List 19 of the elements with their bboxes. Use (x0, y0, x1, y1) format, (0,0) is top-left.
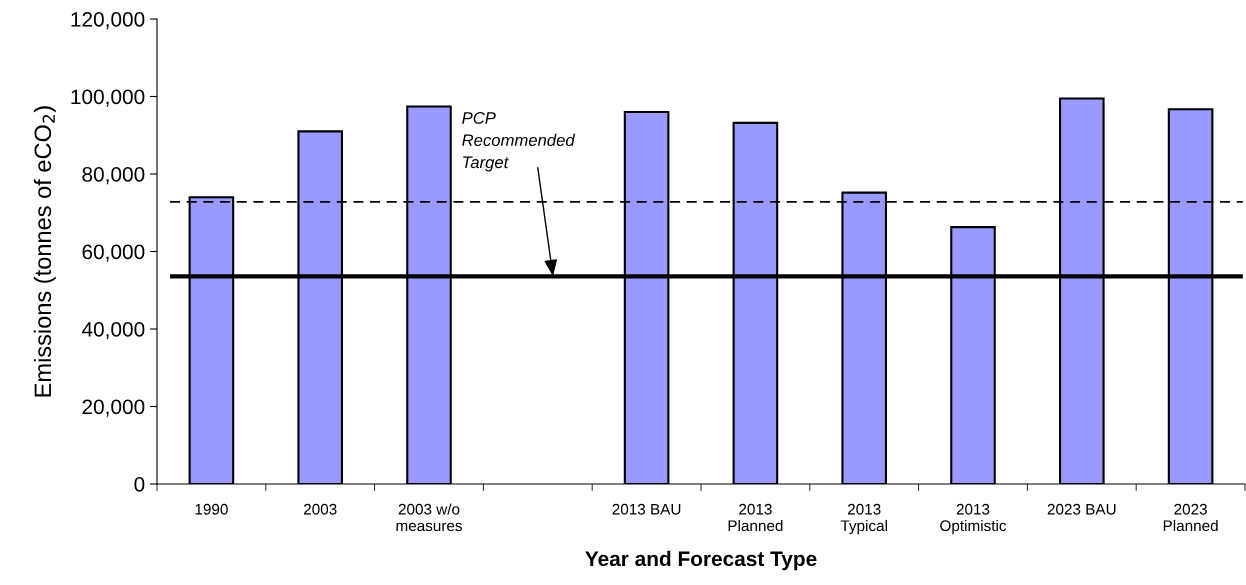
x-tick-label: 2013 Typical (840, 503, 887, 535)
x-tick-label: 2013 Planned (728, 503, 783, 532)
y-tick-label: 120,000 (71, 12, 145, 30)
x-tick-label: 1990 (195, 503, 228, 515)
x-tick-label: 2013 BAU (612, 503, 681, 515)
x-tick-label: 2003 w/o measures (396, 503, 462, 532)
y-tick-label: 60,000 (82, 244, 145, 262)
y-tick-label: 0 (134, 477, 145, 492)
y-tick-label: 80,000 (82, 167, 145, 185)
y-tick-label: 100,000 (71, 89, 145, 107)
ref-line-label: PCP Recommended Target (462, 112, 576, 172)
x-tick-label: 2023 Planned (1163, 503, 1218, 532)
x-axis-title: Year and Forecast Type (585, 550, 817, 571)
x-tick-label: 2023 BAU (1047, 503, 1116, 515)
x-tick-label: 2003 (303, 503, 337, 515)
y-tick-label: 40,000 (81, 322, 145, 340)
y-tick-label: 20,000 (82, 399, 145, 417)
x-tick-label: 2013 Optimistic (940, 503, 1007, 535)
y-axis-title: Emissions (tonnes of eCO$_{2}$) (33, 106, 56, 397)
